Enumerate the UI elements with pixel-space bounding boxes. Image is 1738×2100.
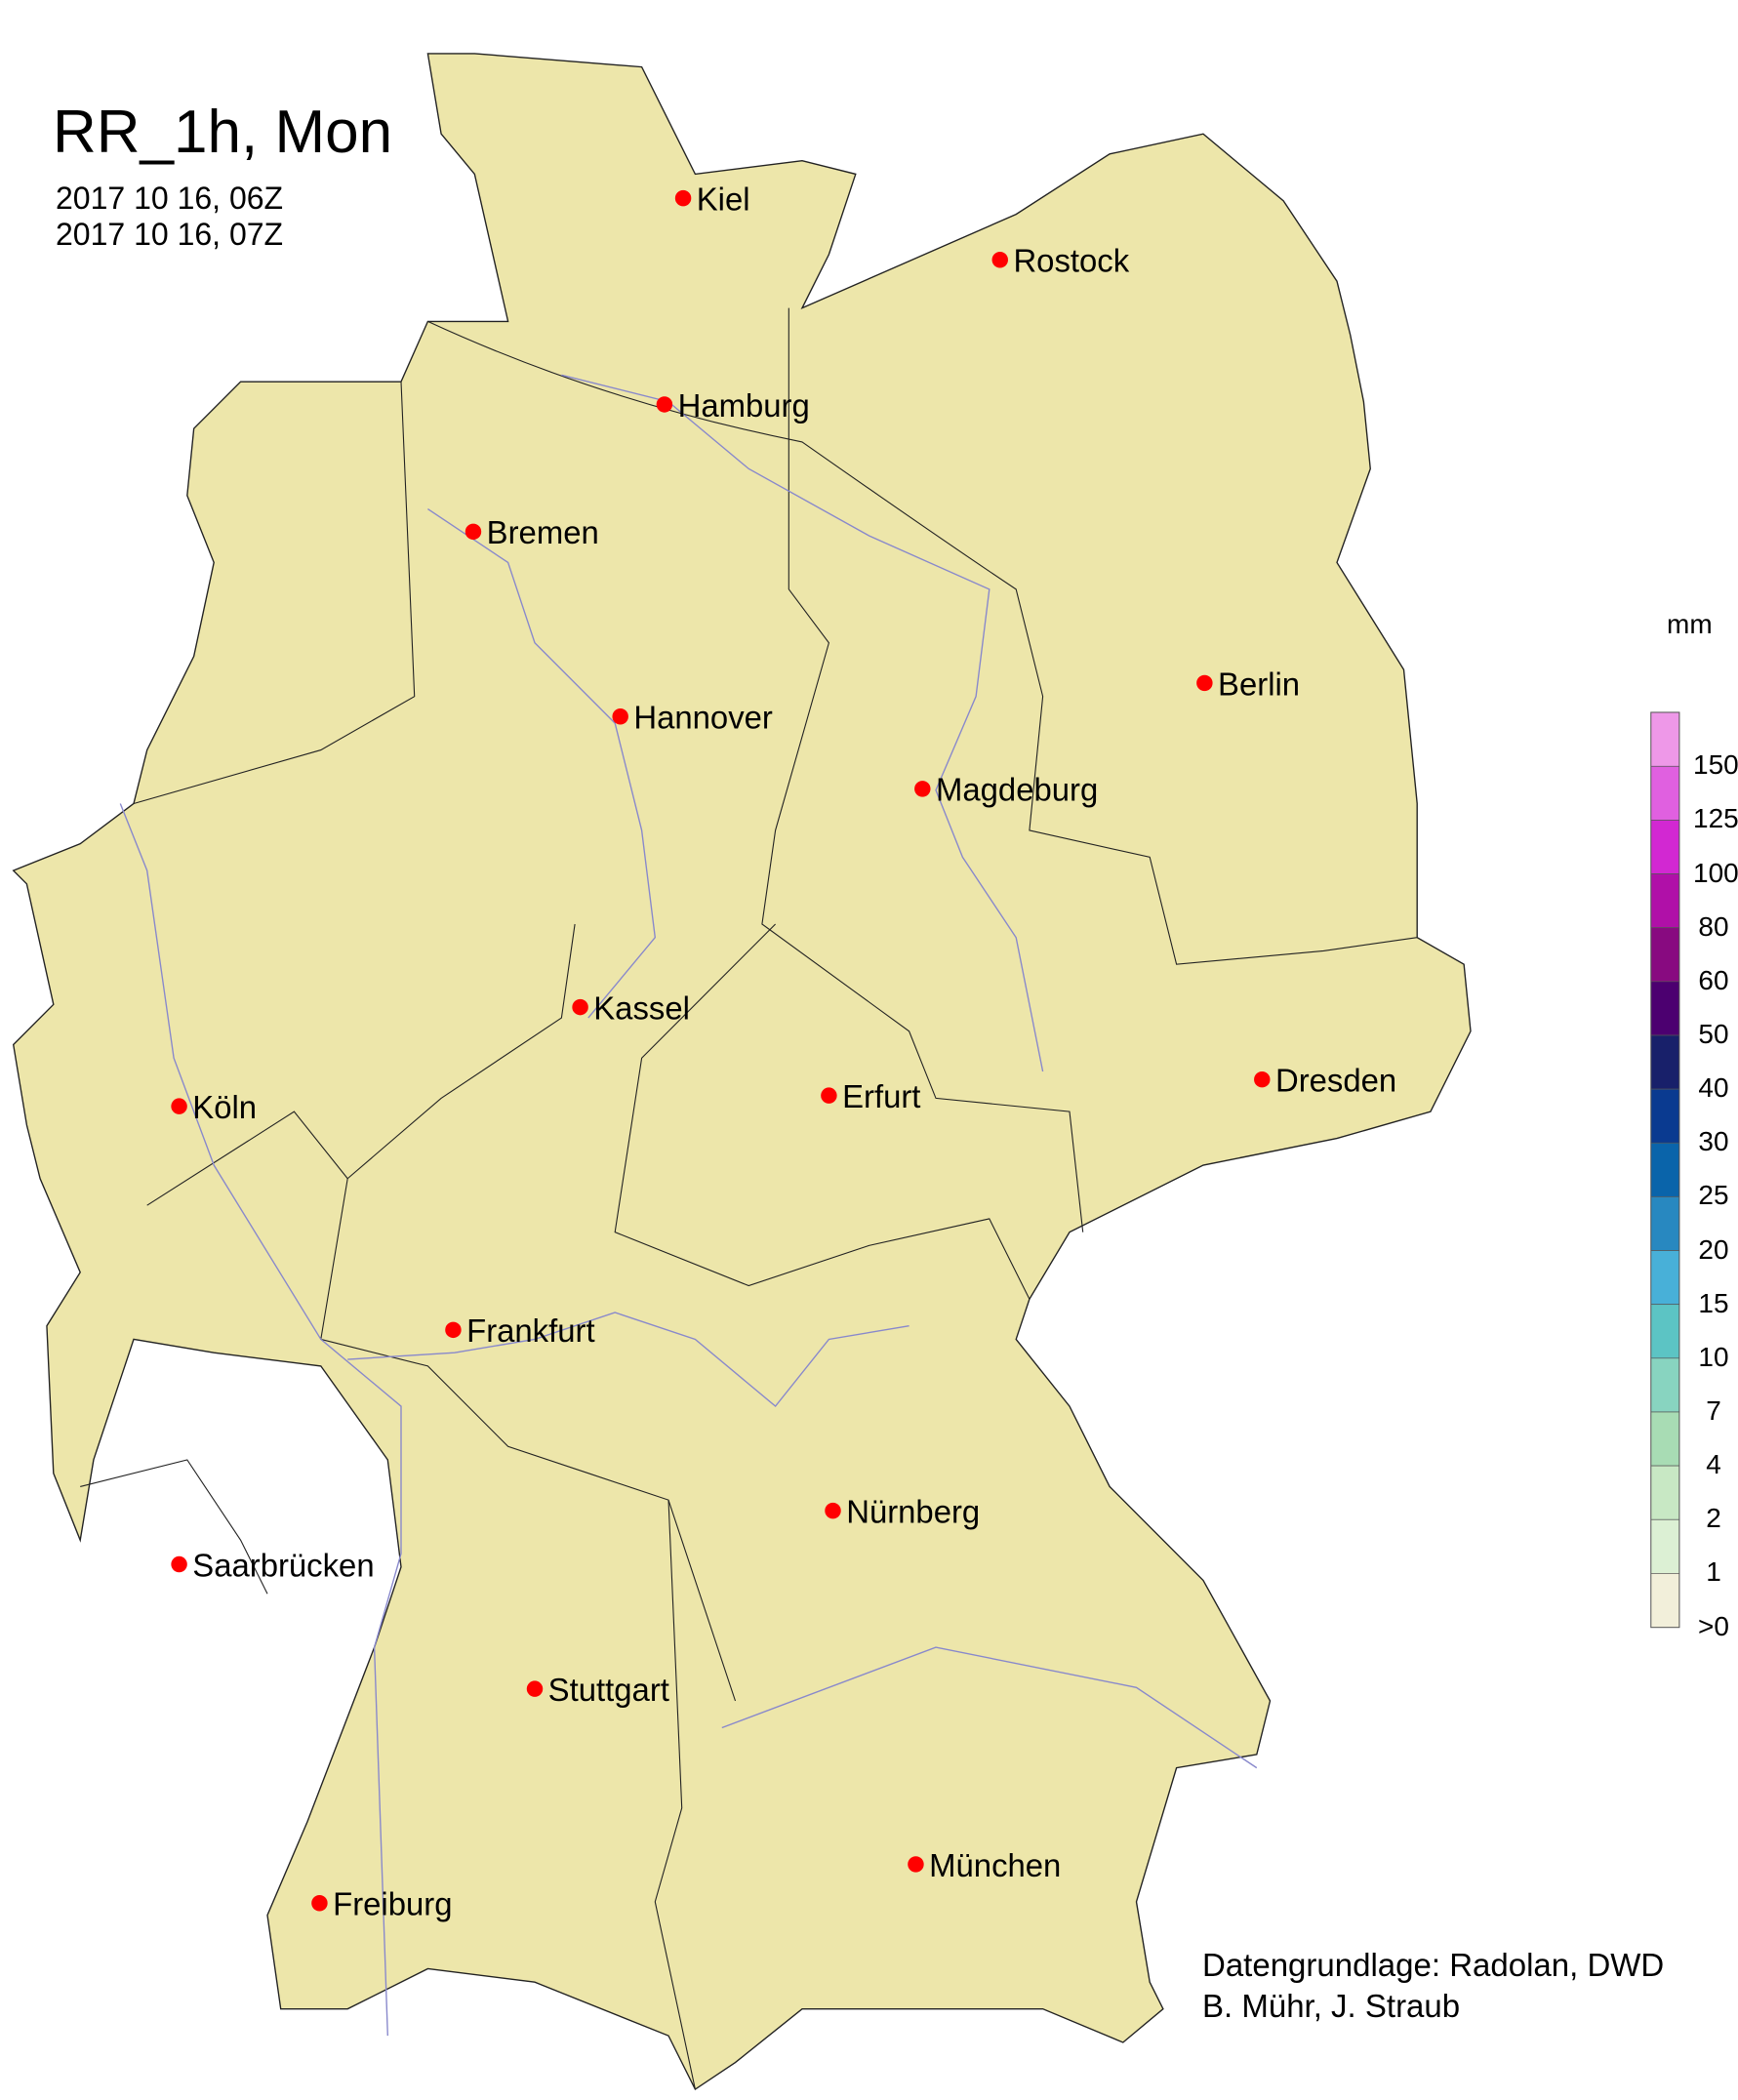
city-marker [171,1555,187,1573]
legend-label: 7 [1706,1394,1721,1426]
state-borders [80,307,1418,2090]
city-marker [526,1680,544,1697]
city-marker [825,1502,841,1519]
legend-label: 150 [1693,749,1738,781]
city-label: Freiburg [333,1886,452,1922]
legend-swatch [1650,1304,1680,1359]
legend-label: 125 [1693,803,1738,834]
legend-label: 100 [1693,857,1738,888]
legend-label: 80 [1698,910,1729,942]
city-label: Erfurt [842,1078,920,1114]
city-marker [1254,1070,1271,1088]
city-marker [991,252,1008,268]
city-marker [445,1321,462,1339]
legend-colorbar [1650,711,1680,1628]
city-label: Stuttgart [548,1672,669,1708]
legend-swatch [1650,1518,1680,1574]
city-label: Hannover [633,700,773,736]
legend-label: 1 [1706,1556,1721,1588]
city-label: Saarbrücken [192,1547,374,1583]
city-marker [465,523,482,541]
city-marker [821,1087,837,1104]
city-marker [1196,674,1213,692]
city-label: Bremen [487,514,599,550]
legend-swatch [1650,1573,1680,1628]
city-marker [914,781,931,797]
legend-swatch [1650,1250,1680,1306]
period-end: 2017 10 16, 07Z [56,217,284,252]
legend-label: 40 [1698,1072,1729,1104]
city-label: Magdeburg [936,772,1098,808]
city-marker [656,396,673,413]
legend-swatch [1650,1142,1680,1197]
rivers [119,374,1258,2037]
city-label: Hamburg [678,387,810,424]
city-label: Köln [192,1089,257,1125]
city-marker [674,189,692,207]
legend-label: 15 [1698,1287,1729,1318]
legend-swatch [1650,981,1680,1036]
legend-swatch [1650,765,1680,821]
legend-swatch [1650,1088,1680,1144]
germany-land [12,53,1472,2091]
legend-swatch [1650,1465,1680,1520]
map-title: RR_1h, Mon [53,99,393,166]
legend-label: >0 [1698,1610,1729,1641]
credit-data-source: Datengrundlage: Radolan, DWD [1202,1947,1665,1983]
city-marker [572,998,588,1016]
credit-authors: B. Mühr, J. Straub [1202,1988,1461,2024]
cities: Kiel Rostock Hamburg Bremen Berlin Hannover Ma… [171,181,1396,1922]
city-label: Kassel [593,989,690,1026]
city-label: Kiel [697,181,750,217]
legend-swatch [1650,1357,1680,1413]
legend-swatch [1650,1034,1680,1090]
city-label: Frankfurt [466,1312,594,1349]
city-marker [612,708,628,725]
legend-label: 10 [1698,1341,1729,1372]
legend-swatch [1650,1196,1680,1251]
city-marker [908,1856,924,1873]
city-label: Dresden [1275,1063,1396,1099]
legend-unit: mm [1667,609,1713,639]
legend-swatch [1650,873,1680,929]
city-marker [311,1895,328,1912]
legend-swatch [1650,820,1680,874]
legend-label: 60 [1698,964,1729,995]
city-label: Berlin [1218,666,1300,702]
period-start: 2017 10 16, 06Z [56,181,284,216]
legend-label: 4 [1706,1449,1721,1480]
legend-label: 25 [1698,1180,1729,1211]
city-label: Nürnberg [846,1493,980,1529]
legend-label: 2 [1706,1503,1721,1534]
city-label: Rostock [1013,243,1129,279]
legend-swatch [1650,1411,1680,1467]
city-label: München [929,1847,1061,1883]
legend-label: 30 [1698,1126,1729,1157]
legend-label: 20 [1698,1233,1729,1265]
legend-label: 50 [1698,1018,1729,1049]
legend-swatch [1650,711,1680,767]
city-marker [171,1098,187,1114]
legend-swatch [1650,927,1680,983]
